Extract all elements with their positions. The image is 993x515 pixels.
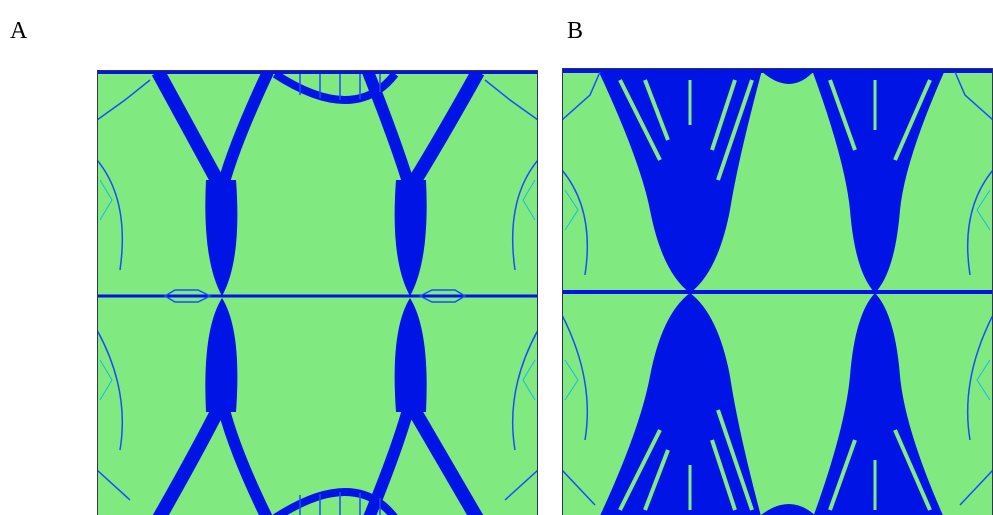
panel-a-image [97,70,538,515]
panel-label: A [10,18,28,44]
figure: A B [0,0,993,515]
panel-b-image [562,68,993,515]
background [97,70,538,515]
panel-label: B [567,18,583,44]
page: A B [0,0,993,515]
